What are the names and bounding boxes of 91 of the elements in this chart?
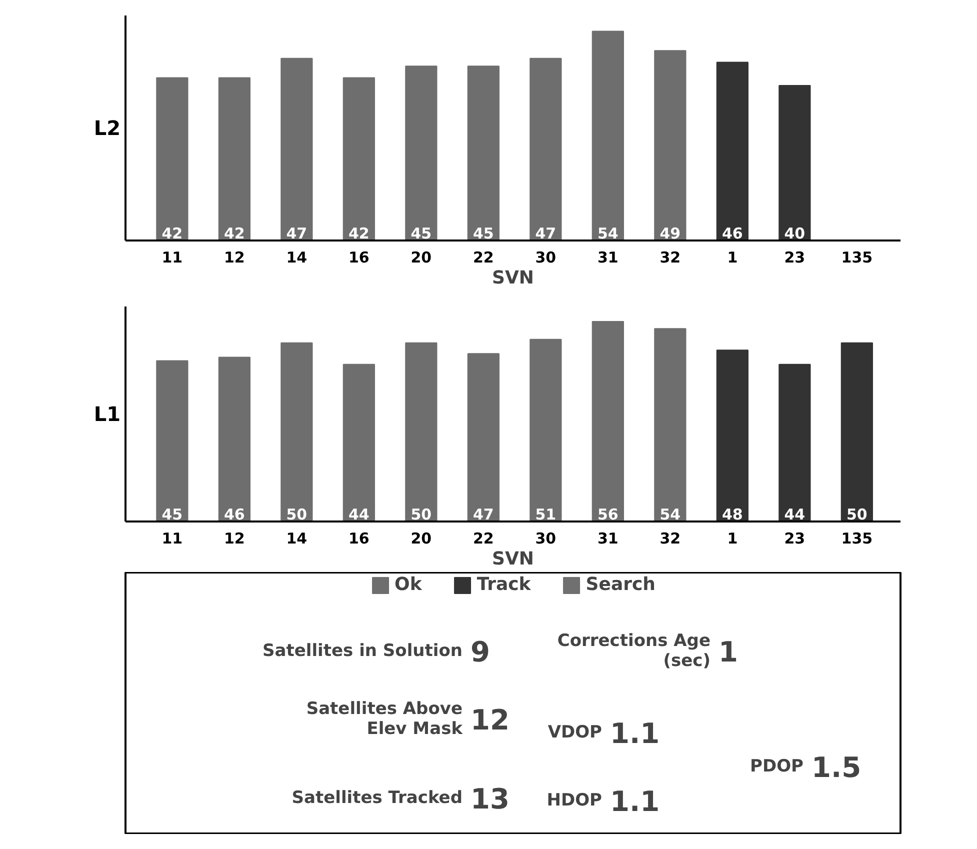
- x-tick-label: 14: [286, 530, 308, 548]
- bar: [405, 66, 438, 240]
- x-tick-label: 1: [727, 248, 738, 266]
- legend-label: Track: [476, 574, 531, 595]
- text: HDOP: [546, 790, 602, 810]
- x-tick-label: 30: [535, 530, 556, 548]
- x-tick-label: 23: [784, 530, 806, 548]
- x-tick-label: 11: [162, 530, 183, 548]
- data-label: 45: [410, 224, 432, 242]
- text: 13: [470, 782, 510, 816]
- bar: [342, 77, 375, 240]
- data-label: 47: [472, 506, 494, 524]
- bar: [156, 360, 188, 522]
- text: 1.1: [610, 716, 660, 750]
- y-axis-title: L1: [94, 402, 121, 426]
- text: Satellites in Solution: [262, 641, 462, 662]
- data-label: 50: [410, 506, 432, 524]
- text: 1.5: [812, 750, 862, 784]
- legend-label: Ok: [394, 574, 422, 595]
- data-label: 50: [846, 506, 868, 524]
- text: Corrections Age (sec): [557, 631, 711, 672]
- x-tick-label: 12: [224, 248, 245, 266]
- bar: [280, 342, 313, 522]
- bar: [592, 30, 624, 240]
- bar: [716, 350, 748, 522]
- x-tick-label: 11: [162, 248, 183, 266]
- legend-label: Search: [586, 574, 656, 595]
- bar: [156, 77, 188, 240]
- bar: [218, 356, 250, 522]
- bar: [654, 328, 686, 522]
- data-label: 45: [472, 224, 494, 242]
- text: 9: [470, 636, 490, 669]
- data-label: 42: [162, 224, 183, 242]
- data-label: 56: [597, 506, 618, 524]
- x-tick-label: 16: [348, 530, 370, 548]
- bar: [467, 66, 500, 240]
- x-axis-title: SVN: [492, 548, 534, 570]
- text: 1.1: [610, 784, 660, 818]
- bar: [592, 321, 624, 522]
- bar: [840, 342, 873, 522]
- text: 1: [718, 636, 738, 669]
- x-tick-label: 12: [224, 530, 245, 548]
- bar: [778, 84, 811, 240]
- text: Satellites Tracked: [292, 788, 463, 808]
- bar: [530, 58, 562, 240]
- x-tick-label: 20: [410, 248, 432, 266]
- data-label: 47: [535, 224, 556, 242]
- data-label: 54: [660, 506, 681, 524]
- data-label: 42: [348, 224, 370, 242]
- x-tick-label: 23: [784, 248, 806, 266]
- data-label: 45: [162, 506, 183, 524]
- bar: [218, 77, 250, 240]
- data-label: 44: [348, 506, 370, 524]
- y-axis-title: L2: [94, 116, 121, 140]
- data-label: 42: [224, 224, 245, 242]
- bar: [778, 364, 811, 522]
- x-tick-label: 135: [841, 530, 873, 548]
- x-tick-label: 30: [535, 248, 556, 266]
- x-tick-label: 31: [597, 530, 618, 548]
- x-tick-label: 31: [597, 248, 618, 266]
- bar: [716, 62, 748, 240]
- data-label: 44: [784, 506, 806, 524]
- text: PDOP: [750, 756, 804, 776]
- data-label: 49: [660, 224, 681, 242]
- x-tick-label: 1: [727, 530, 738, 548]
- text: 12: [470, 704, 510, 737]
- x-tick-label: 22: [472, 530, 494, 548]
- text: Satellites Above Elev Mask: [306, 699, 464, 740]
- data-label: 54: [597, 224, 618, 242]
- x-tick-label: 20: [410, 530, 432, 548]
- data-label: 48: [722, 506, 743, 524]
- data-label: 50: [286, 506, 308, 524]
- bar: [467, 353, 500, 522]
- data-label: 51: [535, 506, 556, 524]
- bar: [654, 50, 686, 240]
- bar: [280, 58, 313, 240]
- x-tick-label: 32: [660, 530, 681, 548]
- data-label: 46: [224, 506, 245, 524]
- x-tick-label: 22: [472, 248, 494, 266]
- bar: [530, 338, 562, 522]
- x-tick-label: 16: [348, 248, 370, 266]
- bar: [405, 342, 438, 522]
- x-tick-label: 32: [660, 248, 681, 266]
- bar: [342, 364, 375, 522]
- x-tick-label: 14: [286, 248, 308, 266]
- text: VDOP: [548, 722, 602, 742]
- data-label: 47: [286, 224, 308, 242]
- data-label: 40: [784, 224, 806, 242]
- x-axis-title: SVN: [492, 268, 534, 288]
- x-tick-label: 135: [841, 248, 873, 266]
- data-label: 46: [722, 224, 743, 242]
